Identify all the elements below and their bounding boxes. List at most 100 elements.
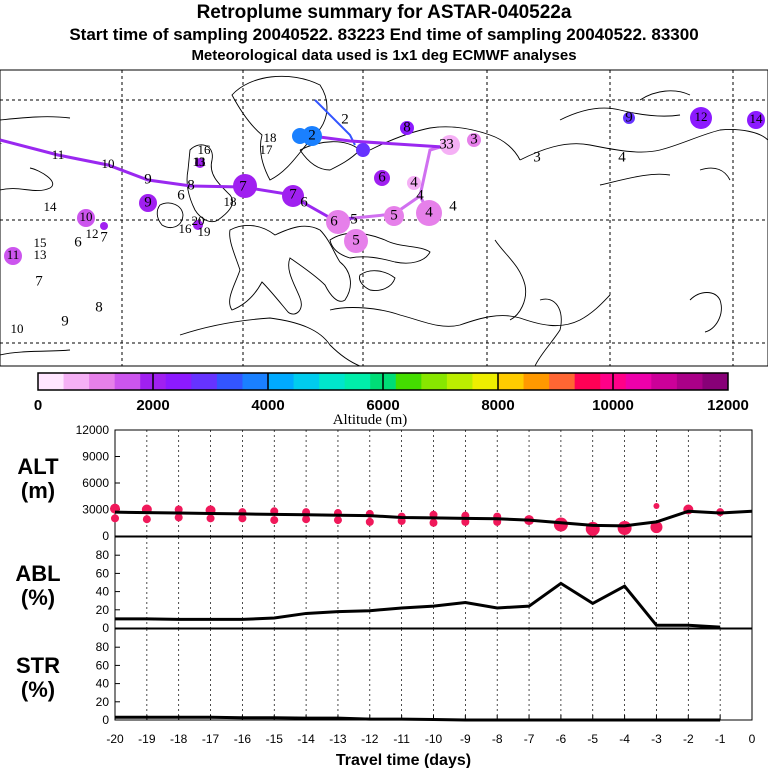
day-label: 18: [224, 194, 237, 209]
day-label: 14: [750, 111, 764, 126]
series-line: [114, 509, 753, 528]
day-label: 4: [449, 198, 457, 214]
colorbar-swatch: [625, 373, 652, 390]
panel-ylabel: ABL: [15, 561, 60, 586]
colorbar-swatch: [165, 373, 192, 390]
day-label: 3: [470, 131, 478, 147]
x-tick-label: -1: [715, 732, 726, 746]
alt-point: [461, 517, 470, 526]
alt-point: [333, 516, 342, 525]
day-label: 4: [618, 149, 626, 165]
day-label: 11: [52, 147, 65, 162]
y-tick-label: 9000: [82, 450, 109, 464]
y-tick-label: 40: [96, 585, 110, 599]
x-tick-label: -3: [651, 732, 662, 746]
day-label: 11: [194, 154, 207, 169]
alt-point: [111, 514, 119, 523]
x-tick-label: -4: [619, 732, 630, 746]
day-label: 8: [95, 299, 103, 315]
day-label: 1: [0, 131, 3, 147]
colorbar-tick-label: 8000: [481, 397, 514, 414]
colorbar-tick-label: 0: [34, 397, 42, 414]
day-label: 6: [177, 187, 185, 203]
day-label: 5: [352, 232, 360, 248]
y-tick-label: 0: [102, 713, 109, 727]
day-label: 4: [410, 174, 418, 190]
panel-ylabel: STR: [16, 653, 60, 678]
alt-point: [653, 502, 660, 509]
x-tick-label: -11: [393, 732, 410, 746]
series-line: [115, 715, 721, 722]
coastlines: [0, 75, 768, 367]
day-label: 13: [193, 154, 206, 169]
colorbar-swatch: [319, 373, 346, 390]
x-tick-label: -8: [492, 732, 503, 746]
colorbar-swatch: [89, 373, 116, 390]
day-label: 7: [239, 178, 247, 194]
day-label: 15: [34, 235, 47, 250]
y-tick-label: 20: [96, 695, 110, 709]
colorbar-swatch: [651, 373, 678, 390]
day-label: 9: [144, 171, 152, 187]
day-label: 11: [7, 247, 20, 262]
colorbar-swatch: [395, 373, 422, 390]
alt-point: [174, 505, 183, 514]
colorbar-tick-label: 6000: [366, 397, 399, 414]
colorbar-swatch: [549, 373, 576, 390]
day-label: 2: [341, 111, 349, 127]
y-tick-label: 60: [96, 566, 110, 580]
day-label: 10: [102, 156, 115, 171]
colorbar-swatch: [268, 373, 295, 390]
day-label: 12: [695, 109, 708, 124]
day-label: 4: [425, 204, 433, 220]
day-label: 18: [264, 130, 277, 145]
y-tick-label: 3000: [82, 503, 109, 517]
day-label: 9: [61, 313, 69, 329]
x-tick-label: -9: [460, 732, 471, 746]
colorbar-swatch: [38, 373, 65, 390]
day-label: 3: [533, 149, 541, 165]
day-label: 3: [439, 136, 447, 152]
day-label: 10: [80, 209, 93, 224]
colorbar-swatch: [446, 373, 473, 390]
colorbar-swatch: [114, 373, 141, 390]
y-tick-label: 0: [102, 621, 109, 635]
colorbar-swatch: [242, 373, 269, 390]
colorbar-swatch: [498, 373, 525, 390]
panel-alt: 0 3000 6000 9000 12000 ALT(m): [17, 423, 753, 543]
x-tick-label: 0: [749, 732, 756, 746]
y-tick-label: 80: [96, 640, 110, 654]
day-label: 19: [198, 224, 211, 239]
day-label: 20: [192, 213, 205, 228]
x-tick-label: -20: [106, 732, 124, 746]
day-label: 9: [625, 109, 633, 125]
day-labels: 1223333444445556667788991010111112141315…: [0, 109, 763, 336]
x-tick-label: -7: [524, 732, 535, 746]
colorbar-swatch: [216, 373, 243, 390]
alt-point: [238, 514, 247, 523]
day-label: 7: [100, 229, 108, 245]
x-tick-label: -2: [683, 732, 694, 746]
day-label: 6: [74, 234, 82, 250]
day-label: 13: [34, 247, 47, 262]
plume-blobs: [4, 107, 765, 265]
day-label: 7: [289, 186, 297, 202]
x-tick-label: -18: [170, 732, 188, 746]
alt-point: [617, 521, 632, 536]
panel-yunit: (%): [21, 585, 55, 610]
colorbar-swatch: [574, 373, 601, 390]
colorbar-swatch: [344, 373, 371, 390]
day-label: 5: [350, 211, 358, 227]
x-tick-label: -14: [297, 732, 315, 746]
x-tick-label: -17: [202, 732, 220, 746]
x-tick-label: -5: [587, 732, 598, 746]
x-tick-label: -16: [234, 732, 252, 746]
colorbar-swatch: [63, 373, 90, 390]
x-tick-label: -10: [425, 732, 443, 746]
y-tick-label: 80: [96, 548, 110, 562]
x-tick-label: -19: [138, 732, 156, 746]
day-label: 8: [403, 119, 411, 135]
